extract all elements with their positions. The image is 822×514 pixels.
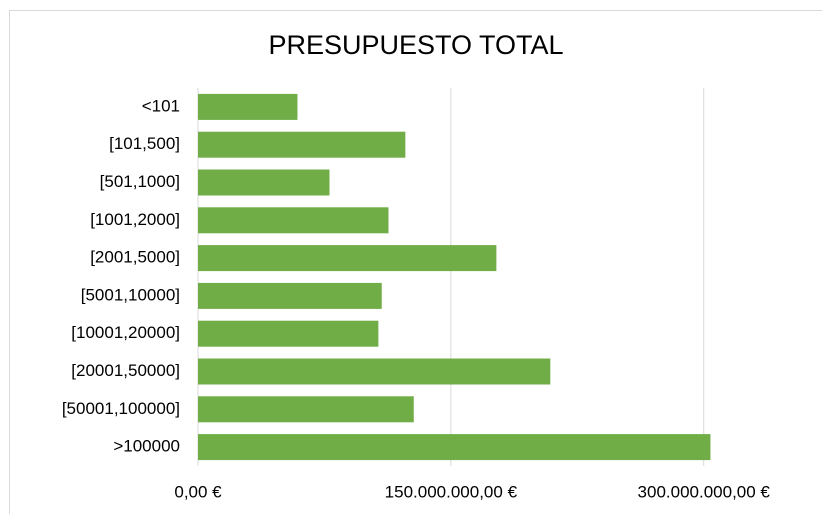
y-tick-label: [1001,2000] [90,210,180,229]
bar [198,245,497,272]
y-tick-label: [50001,100000] [62,399,180,418]
bar [198,169,330,196]
y-tick-label: >100000 [113,437,180,456]
bar [198,207,389,234]
bar [198,434,711,461]
bar [198,358,551,385]
x-tick-label: 0,00 € [174,482,222,501]
y-tick-label: [20001,50000] [71,361,180,380]
bar [198,320,379,347]
bar [198,282,382,309]
bar [198,93,298,120]
y-tick-label: [5001,10000] [81,285,180,304]
x-tick-label: 150.000.000,00 € [385,482,518,501]
chart-title: PRESUPUESTO TOTAL [268,30,563,60]
y-tick-label: [501,1000] [100,172,180,191]
x-tick-label: 300.000.000,00 € [638,482,771,501]
y-tick-label: <101 [142,96,180,115]
y-tick-label: [10001,20000] [71,323,180,342]
y-tick-label: [101,500] [109,134,180,153]
bar [198,396,414,423]
bar [198,131,406,158]
y-tick-label: [2001,5000] [90,248,180,267]
